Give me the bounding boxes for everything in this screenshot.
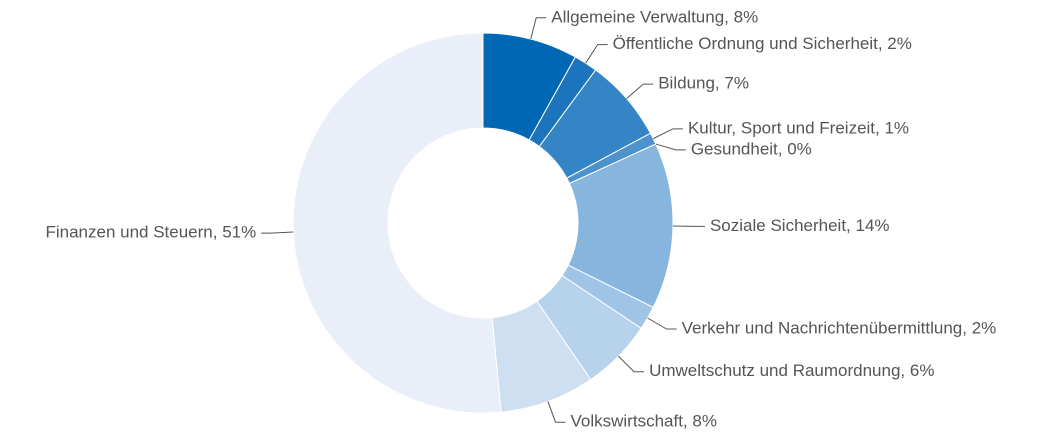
leader-line: [618, 356, 644, 371]
slice-label: Bildung, 7%: [658, 74, 749, 93]
slice-label: Soziale Sicherheit, 14%: [710, 216, 890, 235]
slice-label: Verkehr und Nachrichtenübermittlung, 2%: [682, 318, 997, 337]
slice-label: Allgemeine Verwaltung, 8%: [551, 7, 758, 26]
leader-line: [648, 318, 677, 329]
slice-label: Kultur, Sport und Freizeit, 1%: [688, 118, 909, 137]
leader-line: [627, 84, 654, 98]
leader-line: [261, 232, 293, 233]
slice-label: Finanzen und Steuern, 51%: [45, 223, 256, 242]
donut-slice: [293, 33, 501, 413]
leader-line: [656, 144, 686, 150]
leader-line: [531, 18, 547, 39]
leader-line: [548, 402, 566, 423]
slice-label: Umweltschutz und Raumordnung, 6%: [649, 361, 934, 380]
leader-line: [586, 45, 608, 64]
leader-line: [653, 129, 683, 139]
slice-label: Öffentliche Ordnung und Sicherheit, 2%: [613, 34, 912, 53]
slice-label: Gesundheit, 0%: [691, 139, 812, 158]
slice-label: Volkswirtschaft, 8%: [571, 412, 717, 431]
